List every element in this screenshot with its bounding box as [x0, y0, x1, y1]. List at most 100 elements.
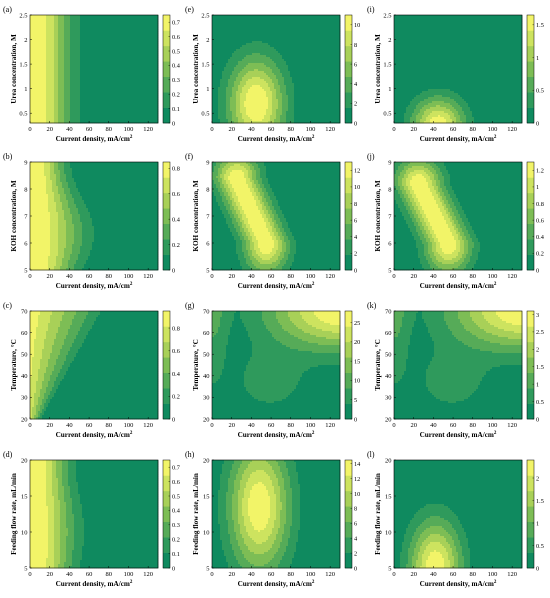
x-tick-label: 100: [124, 422, 134, 429]
x-tick-label: 20: [228, 126, 235, 133]
colorbar-segment: [163, 388, 170, 404]
y-tick-label: 0.5: [19, 110, 27, 117]
colorbar-segment: [163, 77, 170, 93]
x-tick-label: 20: [410, 422, 417, 429]
x-axis-label: Current density, mA/cm2: [420, 135, 497, 143]
x-tick-label: 40: [248, 273, 255, 280]
x-tick-label: 40: [66, 422, 73, 429]
colorbar-tick-label: 0: [172, 120, 175, 127]
colorbar-segment: [527, 92, 534, 108]
colorbar-segment: [527, 460, 534, 476]
colorbar-tick-label: 0.2: [172, 537, 180, 544]
colorbar-tick-label: 0.5: [172, 493, 180, 500]
colorbar-segment: [163, 522, 170, 538]
colorbar: 00.20.40.60.8: [163, 311, 181, 423]
colorbar-segment: [163, 491, 170, 507]
colorbar-segment: [345, 30, 352, 46]
colorbar-tick-label: 0.8: [536, 201, 544, 208]
colorbar-segment: [163, 311, 170, 327]
y-tick-label: 8: [206, 186, 209, 193]
colorbar-segment: [163, 357, 170, 373]
colorbar-segment: [345, 162, 352, 178]
colorbar-tick-label: 1.2: [536, 168, 544, 175]
colorbar-segment: [163, 224, 170, 240]
x-tick-label: 0: [392, 126, 395, 133]
colorbar-tick-label: 0.5: [536, 543, 544, 550]
x-tick-label: 100: [124, 273, 134, 280]
x-tick-label: 60: [268, 126, 275, 133]
colorbar-tick-label: 0.6: [172, 34, 180, 41]
colorbar-segment: [345, 342, 352, 358]
y-tick-label: 7: [206, 213, 210, 220]
colorbar-segment: [345, 193, 352, 209]
colorbar-segment: [345, 77, 352, 93]
contour-fill: [30, 15, 158, 123]
x-tick-label: 80: [470, 126, 477, 133]
y-tick-label: 60: [21, 330, 28, 337]
colorbar-tick-label: 8: [354, 506, 357, 513]
x-tick-label: 100: [124, 126, 134, 133]
contour-fill: [30, 311, 158, 419]
y-axis-label: Temperature, °C: [192, 339, 200, 391]
colorbar-tick-label: 1: [536, 55, 539, 62]
x-tick-label: 0: [28, 273, 31, 280]
colorbar-tick-label: 6: [354, 521, 357, 528]
x-tick-label: 40: [430, 273, 437, 280]
x-tick-label: 120: [325, 571, 335, 578]
y-axis-label: KOH concentration, M: [192, 180, 200, 251]
colorbar-segment: [527, 506, 534, 522]
x-tick-label: 20: [46, 273, 53, 280]
colorbar-segment: [527, 177, 534, 193]
colorbar-segment: [345, 491, 352, 507]
x-axis-label-superscript: 2: [494, 431, 497, 436]
colorbar-tick-label: 0.2: [172, 394, 180, 401]
colorbar-tick-label: 0.3: [172, 522, 180, 529]
colorbar-tick-label: 0: [536, 120, 539, 127]
colorbar-tick-label: 0.6: [172, 479, 180, 486]
y-tick-label: 20: [21, 416, 28, 423]
colorbar-segment: [163, 255, 170, 271]
x-tick-label: 80: [288, 273, 295, 280]
x-tick-label: 40: [430, 126, 437, 133]
colorbar-tick-label: 0.5: [536, 399, 544, 406]
colorbar-segment: [163, 46, 170, 62]
y-tick-label: 5: [206, 565, 209, 572]
colorbar-tick-label: 10: [354, 491, 360, 498]
y-tick-label: 2.5: [383, 12, 391, 19]
x-tick-label: 100: [306, 571, 316, 578]
x-axis-label-superscript: 2: [312, 431, 315, 436]
y-tick-label: 10: [385, 529, 392, 536]
colorbar-segment: [527, 208, 534, 224]
x-tick-label: 120: [325, 422, 335, 429]
colorbar-segment: [345, 506, 352, 522]
x-axis-label-superscript: 2: [312, 580, 315, 585]
contour-fill: [394, 162, 522, 270]
x-axis-label: Current density, mA/cm2: [56, 135, 133, 143]
panel-label: (l): [367, 450, 375, 459]
x-tick-label: 60: [86, 571, 93, 578]
colorbar-segment: [527, 522, 534, 538]
colorbar-tick-label: 1: [536, 381, 539, 388]
colorbar-tick-label: 0.4: [172, 63, 181, 70]
y-tick-label: 20: [203, 457, 210, 464]
panel-label: (i): [367, 5, 375, 14]
y-tick-label: 8: [388, 186, 391, 193]
x-axis-label: Current density, mA/cm2: [238, 431, 315, 439]
x-tick-label: 120: [507, 571, 517, 578]
colorbar-tick-label: 0.4: [172, 216, 181, 223]
colorbar-tick-label: 0: [536, 416, 539, 423]
y-tick-label: 30: [203, 395, 210, 402]
x-tick-label: 0: [28, 126, 31, 133]
y-tick-label: 20: [203, 416, 210, 423]
colorbar-segment: [345, 92, 352, 108]
y-tick-label: 2: [24, 37, 27, 44]
colorbar-tick-label: 0: [172, 416, 175, 423]
x-tick-label: 0: [28, 571, 31, 578]
colorbar-segment: [345, 537, 352, 553]
colorbar-segment: [345, 357, 352, 373]
y-tick-label: 10: [21, 529, 28, 536]
